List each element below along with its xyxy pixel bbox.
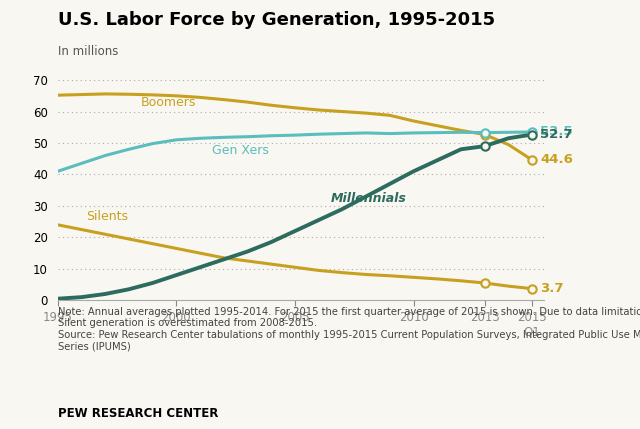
Text: Silents: Silents [86, 211, 128, 224]
Text: 44.6: 44.6 [540, 154, 573, 166]
Text: Boomers: Boomers [141, 96, 196, 109]
Text: 53.5: 53.5 [540, 126, 573, 139]
Text: 3.7: 3.7 [540, 282, 564, 295]
Text: Millennials: Millennials [330, 192, 406, 205]
Text: Note: Annual averages plotted 1995-2014. For 2015 the first quarter average of 2: Note: Annual averages plotted 1995-2014.… [58, 307, 640, 351]
Text: Gen Xers: Gen Xers [212, 145, 269, 157]
Text: PEW RESEARCH CENTER: PEW RESEARCH CENTER [58, 408, 218, 420]
Text: 52.7: 52.7 [540, 128, 573, 141]
Text: In millions: In millions [58, 45, 118, 58]
Text: U.S. Labor Force by Generation, 1995-2015: U.S. Labor Force by Generation, 1995-201… [58, 11, 495, 29]
